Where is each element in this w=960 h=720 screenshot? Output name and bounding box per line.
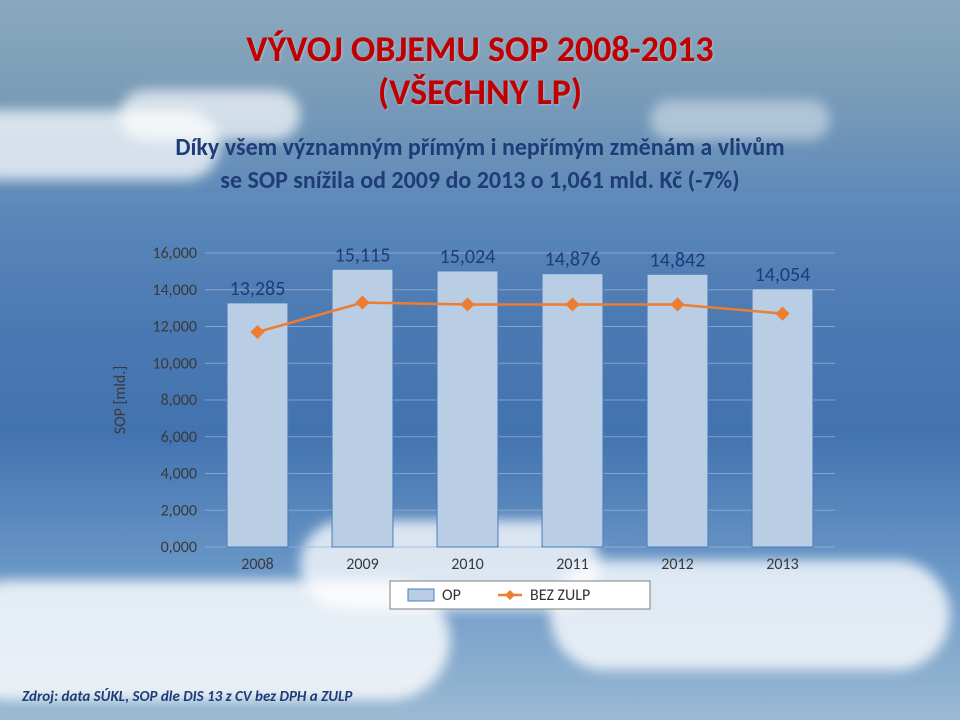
svg-text:2011: 2011 bbox=[556, 555, 588, 574]
svg-text:2012: 2012 bbox=[661, 555, 693, 574]
source-text: Zdroj: data SÚKL, SOP dle DIS 13 z CV be… bbox=[22, 688, 352, 706]
svg-text:15,024: 15,024 bbox=[440, 245, 496, 269]
svg-text:14,054: 14,054 bbox=[755, 263, 811, 287]
svg-text:2010: 2010 bbox=[451, 555, 483, 574]
svg-text:2009: 2009 bbox=[346, 555, 378, 574]
svg-text:4,000: 4,000 bbox=[161, 465, 197, 484]
svg-text:16,000: 16,000 bbox=[152, 244, 197, 263]
title-line-1: VÝVOJ OBJEMU SOP 2008-2013 bbox=[246, 27, 713, 71]
svg-text:15,115: 15,115 bbox=[335, 243, 391, 267]
svg-text:SOP [mld.]: SOP [mld.] bbox=[111, 366, 130, 435]
svg-text:OP: OP bbox=[442, 586, 461, 605]
chart-container: 0,000 2,000 4,000 6,000 8,000 10,000 12,000 14,… bbox=[95, 217, 865, 617]
svg-text:0,000: 0,000 bbox=[161, 538, 197, 557]
svg-text:14,842: 14,842 bbox=[650, 248, 706, 272]
svg-text:14,000: 14,000 bbox=[152, 281, 197, 300]
svg-text:2,000: 2,000 bbox=[161, 501, 197, 520]
svg-text:2008: 2008 bbox=[241, 555, 273, 574]
slide-subtitle: Díky všem významným přímým i nepřímým zm… bbox=[60, 132, 900, 197]
sop-chart: 0,000 2,000 4,000 6,000 8,000 10,000 12,000 14,… bbox=[95, 217, 865, 617]
svg-text:2013: 2013 bbox=[766, 555, 798, 574]
svg-text:12,000: 12,000 bbox=[152, 318, 197, 337]
svg-text:BEZ ZULP: BEZ ZULP bbox=[530, 586, 590, 605]
svg-text:13,285: 13,285 bbox=[230, 277, 286, 301]
title-line-2: (VŠECHNY LP) bbox=[378, 70, 582, 114]
slide: VÝVOJ OBJEMU SOP 2008-2013 (VŠECHNY LP) … bbox=[0, 0, 960, 720]
svg-text:10,000: 10,000 bbox=[152, 354, 197, 373]
subtitle-line-1: Díky všem významným přímým i nepřímým zm… bbox=[175, 133, 784, 162]
svg-text:8,000: 8,000 bbox=[161, 391, 197, 410]
svg-text:14,876: 14,876 bbox=[545, 248, 601, 272]
subtitle-line-2: se SOP snížila od 2009 do 2013 o 1,061 m… bbox=[220, 166, 739, 195]
slide-title: VÝVOJ OBJEMU SOP 2008-2013 (VŠECHNY LP) bbox=[60, 28, 900, 114]
svg-text:6,000: 6,000 bbox=[161, 428, 197, 447]
